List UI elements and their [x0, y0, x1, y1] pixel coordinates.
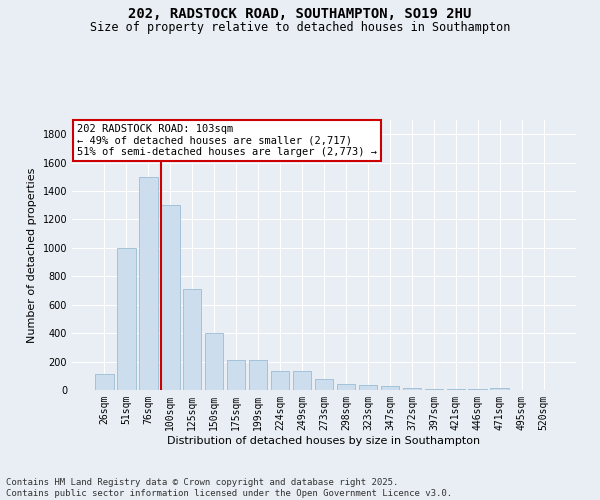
Bar — [183, 289, 202, 390]
Bar — [446, 388, 465, 390]
Text: Contains HM Land Registry data © Crown copyright and database right 2025.
Contai: Contains HM Land Registry data © Crown c… — [6, 478, 452, 498]
Text: Size of property relative to detached houses in Southampton: Size of property relative to detached ho… — [90, 21, 510, 34]
Bar — [139, 177, 158, 390]
Bar — [425, 388, 443, 390]
Bar — [205, 333, 223, 390]
X-axis label: Distribution of detached houses by size in Southampton: Distribution of detached houses by size … — [167, 436, 481, 446]
Bar — [271, 371, 289, 390]
Bar — [314, 380, 334, 390]
Bar — [337, 384, 355, 390]
Bar — [227, 360, 245, 390]
Text: 202 RADSTOCK ROAD: 103sqm
← 49% of detached houses are smaller (2,717)
51% of se: 202 RADSTOCK ROAD: 103sqm ← 49% of detac… — [77, 124, 377, 157]
Bar — [117, 248, 136, 390]
Bar — [469, 389, 487, 390]
Bar — [359, 385, 377, 390]
Bar — [380, 386, 399, 390]
Bar — [490, 388, 509, 390]
Y-axis label: Number of detached properties: Number of detached properties — [27, 168, 37, 342]
Bar — [249, 360, 268, 390]
Bar — [293, 371, 311, 390]
Bar — [95, 374, 113, 390]
Bar — [403, 388, 421, 390]
Bar — [161, 206, 179, 390]
Text: 202, RADSTOCK ROAD, SOUTHAMPTON, SO19 2HU: 202, RADSTOCK ROAD, SOUTHAMPTON, SO19 2H… — [128, 8, 472, 22]
